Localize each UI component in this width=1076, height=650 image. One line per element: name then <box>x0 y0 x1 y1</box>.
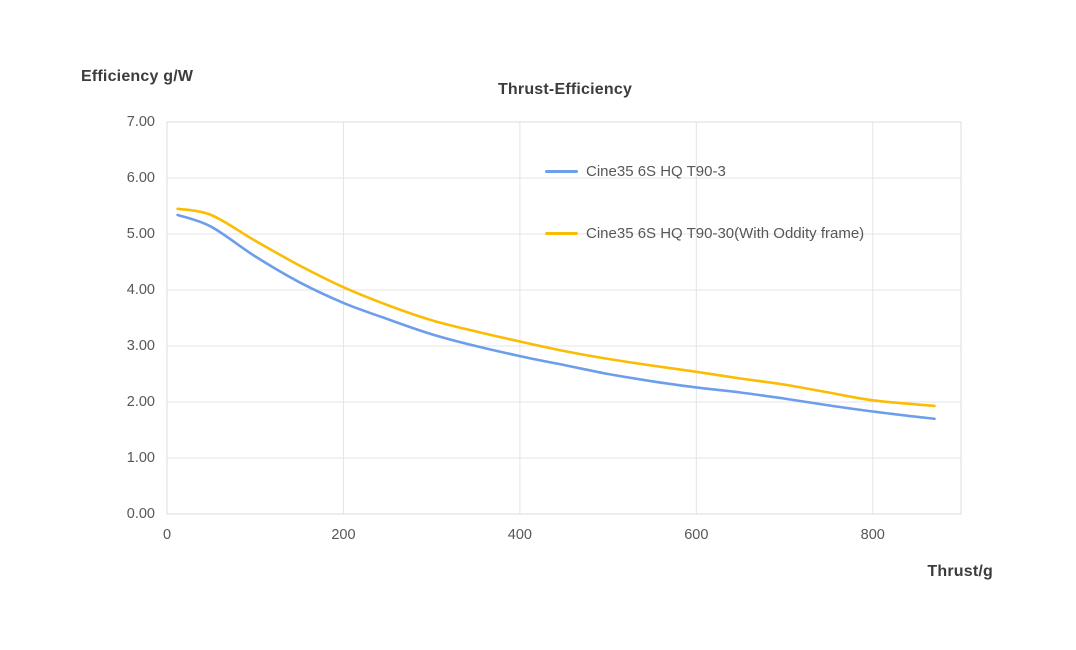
x-tick-label: 400 <box>507 527 532 543</box>
x-axis-title: Thrust/g <box>927 563 993 580</box>
series-line-0 <box>176 213 936 421</box>
legend-line-swatch-blue <box>545 169 578 173</box>
y-tick-label: 1.00 <box>126 450 155 466</box>
legend-line-swatch-yellow <box>545 231 578 235</box>
y-tick-label: 2.00 <box>126 394 155 410</box>
legend-label: Cine35 6S HQ T90-30(With Oddity frame) <box>586 224 865 242</box>
plot-border <box>166 121 962 515</box>
x-tick-label: 200 <box>331 527 356 543</box>
x-tick-label: 800 <box>860 527 885 543</box>
y-tick-label: 5.00 <box>126 226 155 242</box>
legend-item-t90-3: Cine35 6S HQ T90-3 <box>545 162 864 180</box>
legend: Cine35 6S HQ T90-3 Cine35 6S HQ T90-30(W… <box>545 162 864 286</box>
x-tick-label: 600 <box>684 527 709 543</box>
y-tick-label: 6.00 <box>126 170 155 186</box>
y-axis-title: Efficiency g/W <box>81 68 194 85</box>
y-tick-label: 0.00 <box>126 506 155 522</box>
series-line-1 <box>176 207 936 408</box>
legend-label: Cine35 6S HQ T90-3 <box>586 162 726 180</box>
chart-title: Thrust-Efficiency <box>497 81 633 98</box>
legend-item-t90-30-oddity: Cine35 6S HQ T90-30(With Oddity frame) <box>545 224 864 242</box>
y-tick-label: 7.00 <box>126 114 155 130</box>
y-tick-label: 4.00 <box>126 282 155 298</box>
x-tick-label: 0 <box>162 527 172 543</box>
y-tick-label: 3.00 <box>126 338 155 354</box>
